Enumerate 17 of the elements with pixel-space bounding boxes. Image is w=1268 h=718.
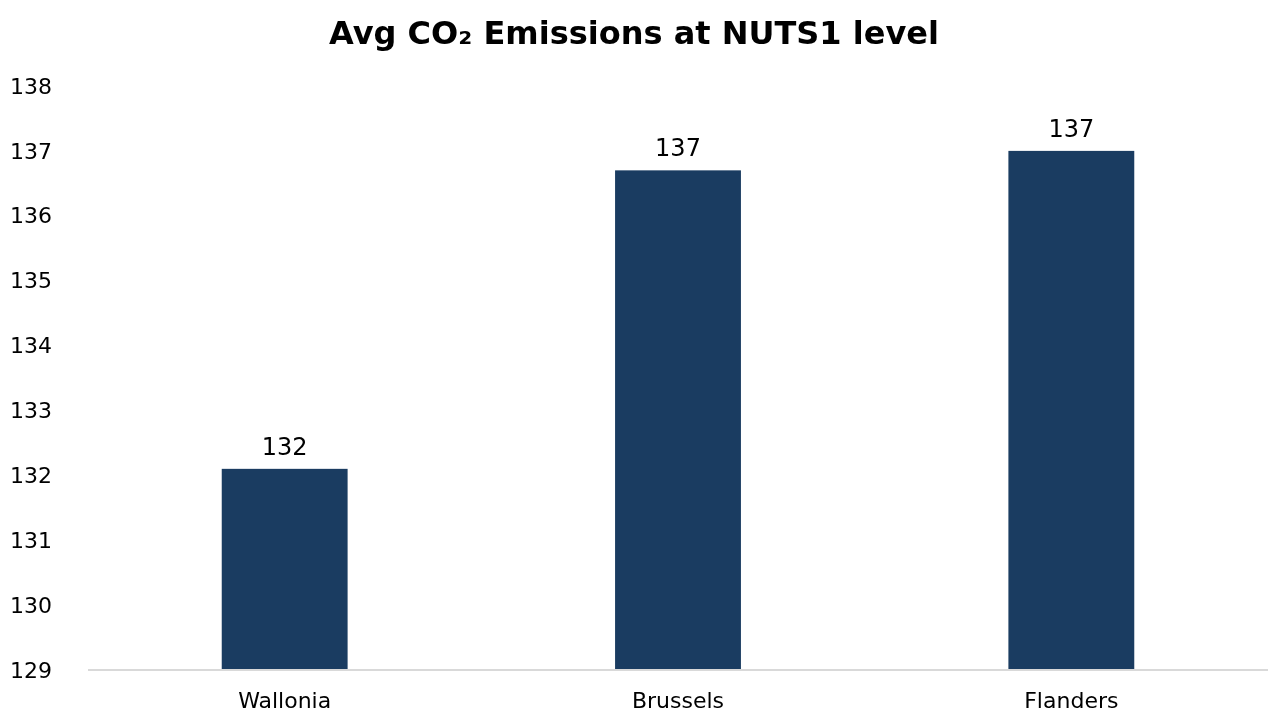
data-label: 137 (1048, 114, 1095, 143)
x-tick-label: Flanders (1024, 688, 1119, 713)
y-tick-label: 138 (10, 73, 52, 99)
data-label: 132 (261, 432, 308, 461)
data-label: 137 (655, 134, 701, 163)
y-tick-label: 137 (10, 138, 52, 164)
y-tick-label: 136 (10, 203, 52, 229)
x-tick-label: Wallonia (238, 688, 332, 713)
y-tick-label: 132 (10, 463, 52, 489)
y-tick-label: 131 (10, 527, 52, 553)
y-tick-label: 133 (10, 398, 52, 424)
y-tick-label: 135 (10, 268, 52, 294)
chart-title: Avg CO₂ Emissions at NUTS1 level (329, 14, 939, 52)
x-tick-label: Brussels (631, 688, 725, 713)
y-tick-label: 129 (10, 657, 52, 683)
y-tick-label: 130 (10, 592, 52, 618)
y-tick-label: 134 (10, 333, 52, 359)
